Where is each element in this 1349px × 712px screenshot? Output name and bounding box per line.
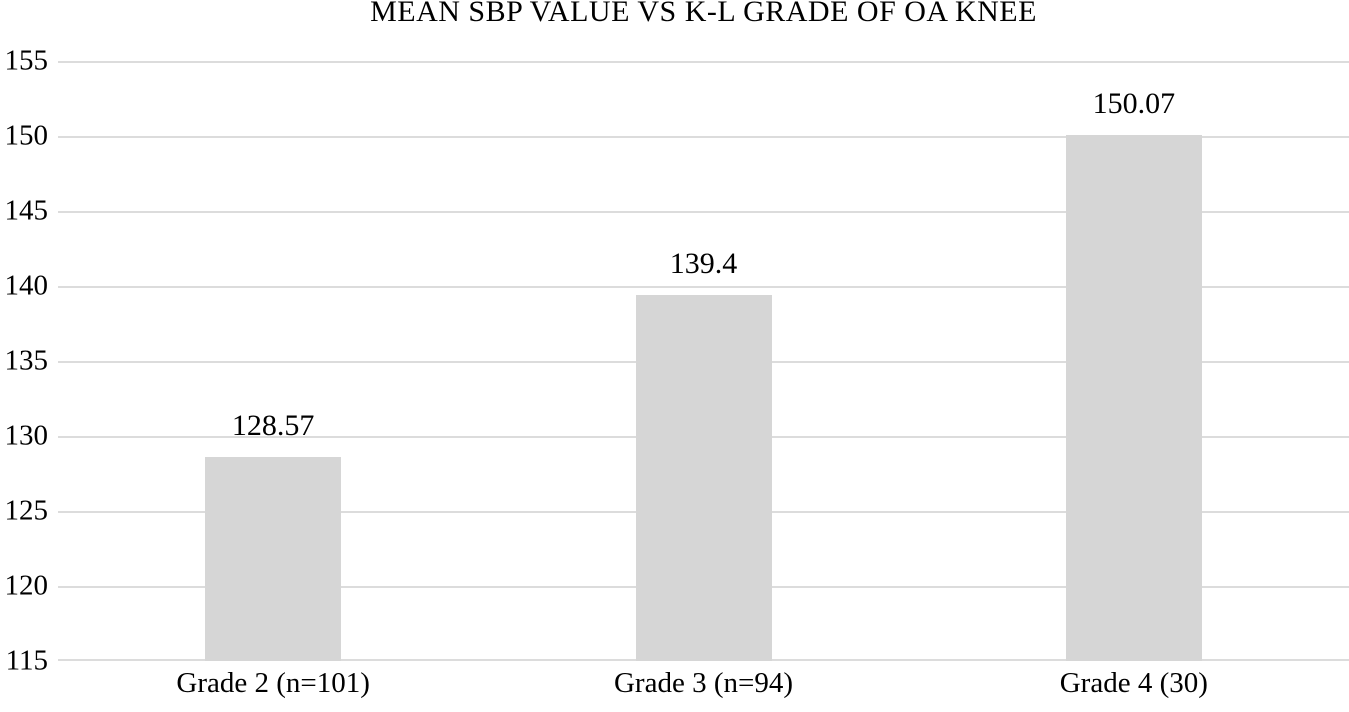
y-axis-tick-label: 130	[4, 419, 49, 452]
y-axis-tick-label: 155	[4, 44, 49, 77]
chart-title: MEAN SBP VALUE VS K-L GRADE OF OA KNEE	[370, 0, 1037, 28]
x-axis-category-label: Grade 3 (n=94)	[613, 667, 794, 699]
bar-value-label: 139.4	[669, 247, 738, 280]
x-axis: Grade 2 (n=101) Grade 3 (n=94) Grade 4 (30…	[58, 669, 1349, 709]
y-axis-tick-label: 120	[4, 569, 49, 602]
bar-value-label: 150.07	[1092, 86, 1176, 120]
gridline	[58, 211, 1349, 213]
y-axis-tick-label: 145	[4, 194, 49, 227]
bar	[1065, 134, 1202, 661]
y-axis-tick-label: 125	[4, 494, 49, 527]
gridline	[58, 61, 1349, 63]
bar-value-label: 128.57	[231, 409, 315, 443]
bar	[635, 295, 772, 661]
plot-area: 128.57 139.4 150.07	[58, 61, 1349, 661]
y-axis: 115 120 125 130 135 140 145 150 155	[0, 46, 49, 675]
y-axis-tick-label: 135	[4, 344, 49, 377]
gridline	[58, 286, 1349, 288]
y-axis-tick-label: 140	[4, 269, 49, 302]
x-axis-category-label: Grade 2 (n=101)	[176, 667, 370, 699]
y-axis-tick-label: 115	[5, 644, 48, 677]
gridline	[58, 136, 1349, 138]
x-axis-category-label: Grade 4 (30)	[1059, 667, 1208, 699]
bar	[205, 457, 342, 661]
y-axis-tick-label: 150	[4, 119, 49, 152]
